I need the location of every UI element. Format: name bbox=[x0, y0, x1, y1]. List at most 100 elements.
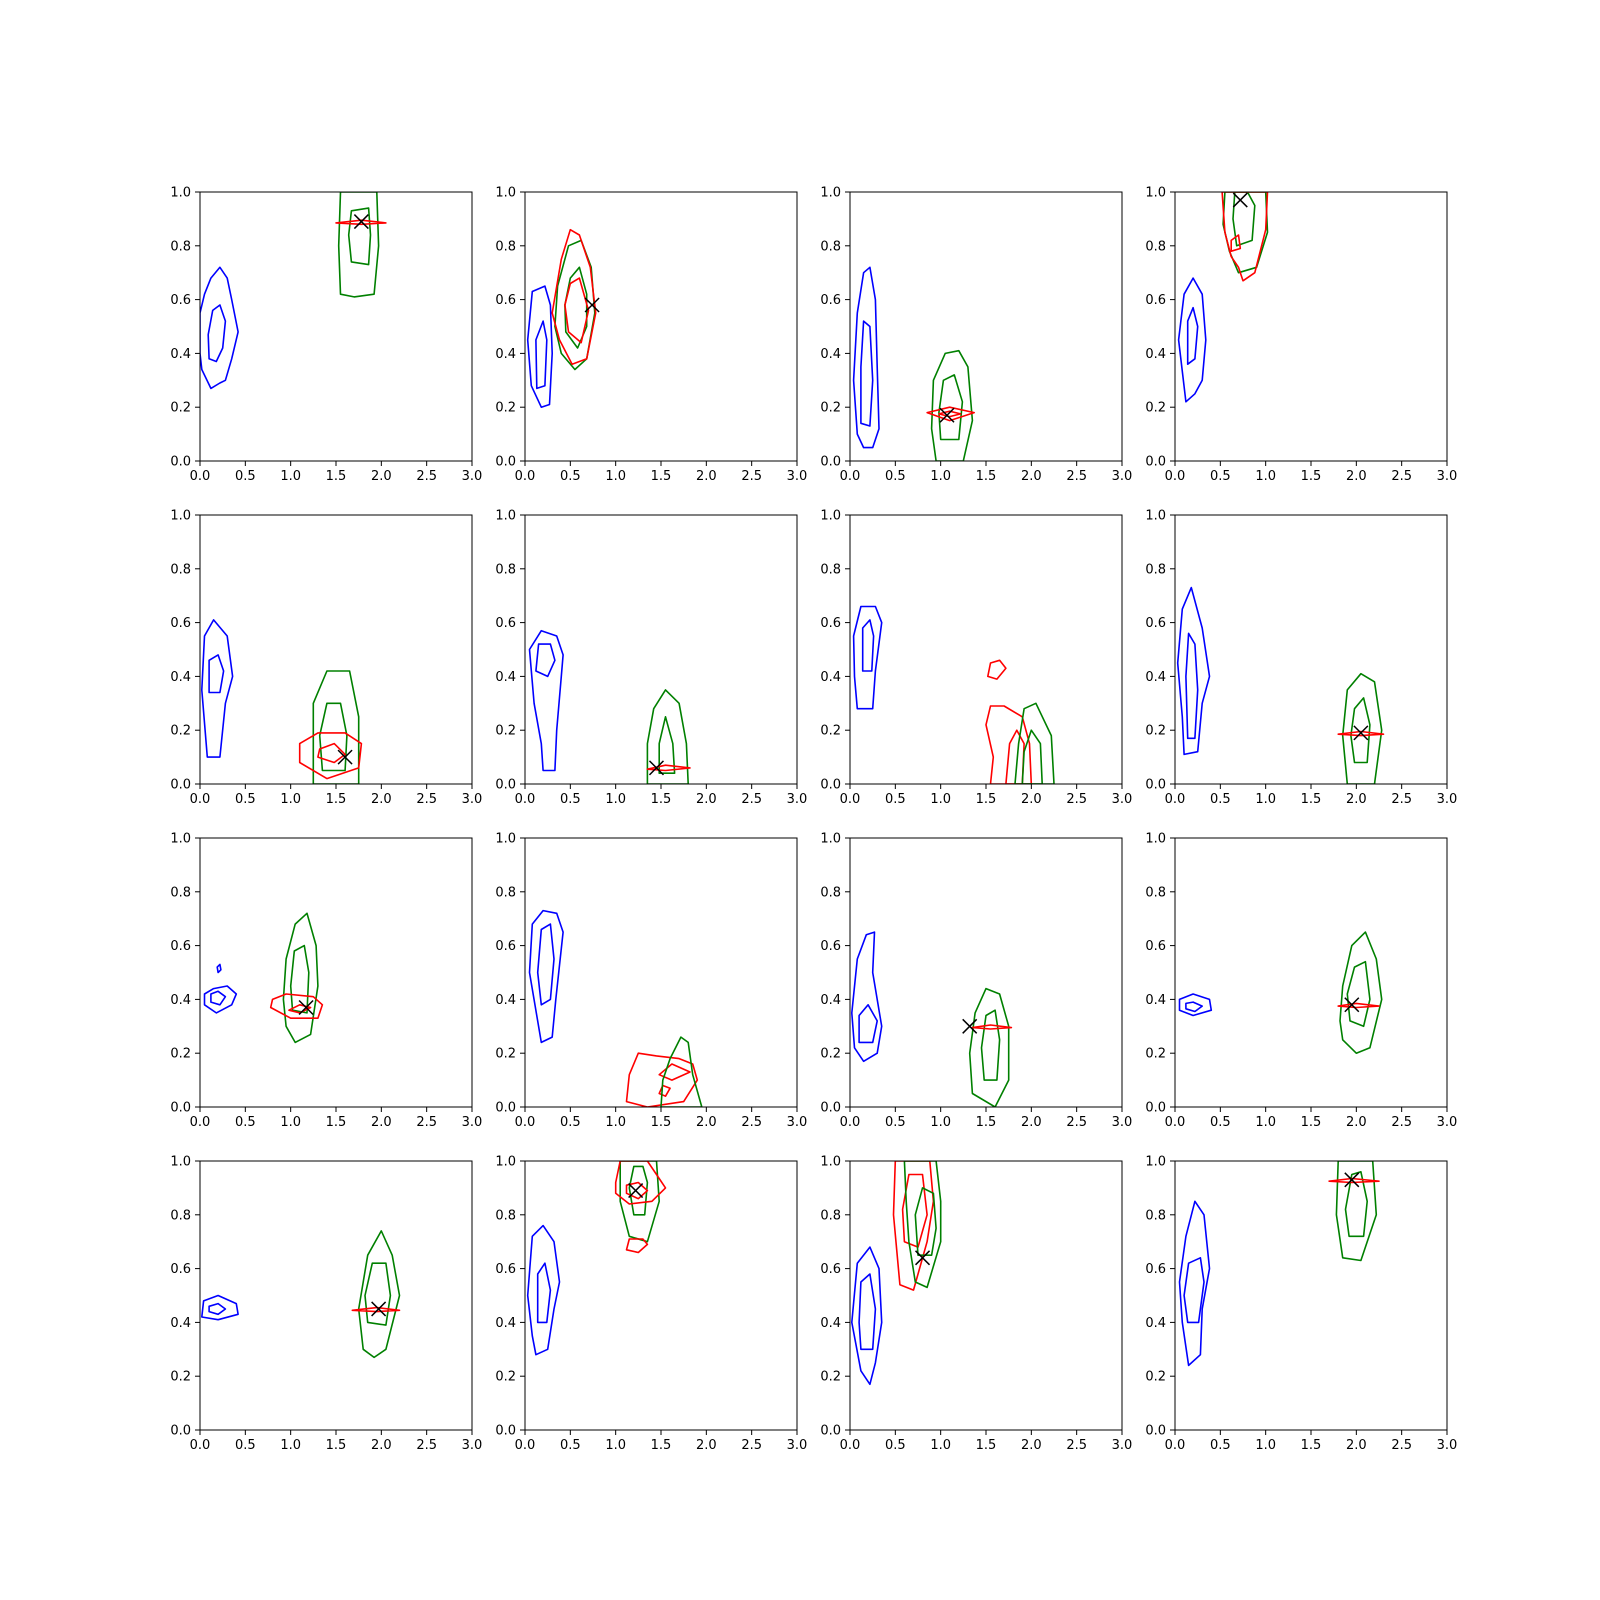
y-tick-label: 0.8 bbox=[1145, 1208, 1166, 1223]
subplot-8: 0.0 0.5 1.0 1.5 2.0 2.5 3.0 0.0 0.2 0.4 0.6 0.8 1.0 bbox=[1145, 509, 1457, 808]
x-tick-label: 1.0 bbox=[280, 469, 301, 484]
y-tick-label: 0.8 bbox=[495, 885, 516, 900]
blue-contour-1 bbox=[1178, 993, 1213, 1017]
x-tick-label: 2.5 bbox=[416, 469, 437, 484]
y-tick-label: 0.2 bbox=[1145, 1047, 1166, 1062]
x-tick-label: 2.5 bbox=[1391, 792, 1412, 807]
x-tick-label: 2.5 bbox=[1066, 1115, 1087, 1130]
x-tick-label: 2.0 bbox=[1021, 469, 1042, 484]
blue-contour-1 bbox=[201, 1294, 239, 1321]
y-tick-label: 0.0 bbox=[170, 455, 191, 470]
blue-contour-2 bbox=[860, 320, 874, 427]
x-tick-label: 2.5 bbox=[416, 1438, 437, 1453]
x-tick-label: 1.5 bbox=[976, 1115, 997, 1130]
green-contour-3 bbox=[646, 689, 689, 784]
y-tick-label: 0.6 bbox=[820, 1262, 841, 1277]
x-marker bbox=[1232, 192, 1248, 208]
y-tick-label: 1.0 bbox=[820, 1155, 841, 1170]
y-tick-label: 0.8 bbox=[170, 562, 191, 577]
green-contour-4 bbox=[980, 1009, 1001, 1081]
y-tick-label: 0.4 bbox=[1145, 993, 1166, 1008]
y-tick-label: 0.2 bbox=[495, 1047, 516, 1062]
axes-frame bbox=[1174, 514, 1448, 785]
x-tick-label: 2.5 bbox=[1391, 469, 1412, 484]
x-tick-label: 0.0 bbox=[840, 469, 861, 484]
x-marker bbox=[337, 749, 353, 765]
x-tick-label: 2.0 bbox=[1021, 1438, 1042, 1453]
blue-contour-1 bbox=[203, 985, 238, 1014]
red-contour-5 bbox=[971, 1024, 1013, 1030]
blue-contour-2 bbox=[1186, 306, 1199, 365]
x-tick-label: 0.0 bbox=[190, 1438, 211, 1453]
y-tick-label: 1.0 bbox=[1145, 1155, 1166, 1170]
y-tick-label: 0.2 bbox=[1145, 1370, 1166, 1385]
green-contour-6 bbox=[1014, 702, 1055, 784]
x-tick-label: 3.0 bbox=[787, 1115, 808, 1130]
y-tick-label: 0.6 bbox=[820, 616, 841, 631]
x-tick-label: 3.0 bbox=[1437, 1438, 1458, 1453]
subplot-1: 0.0 0.5 1.0 1.5 2.0 2.5 3.0 0.0 0.2 0.4 0.6 0.8 1.0 bbox=[170, 186, 482, 485]
subplot-2: 0.0 0.5 1.0 1.5 2.0 2.5 3.0 0.0 0.2 0.4 0.6 0.8 1.0 bbox=[495, 186, 807, 485]
x-tick-label: 3.0 bbox=[462, 1115, 483, 1130]
x-tick-label: 2.5 bbox=[741, 469, 762, 484]
x-tick-label: 1.0 bbox=[1255, 469, 1276, 484]
green-contour-3 bbox=[1341, 672, 1383, 784]
x-tick-label: 2.0 bbox=[371, 1438, 392, 1453]
x-tick-label: 1.5 bbox=[651, 1438, 672, 1453]
y-tick-label: 0.4 bbox=[170, 993, 191, 1008]
y-tick-label: 1.0 bbox=[170, 832, 191, 847]
x-tick-label: 1.0 bbox=[930, 469, 951, 484]
blue-contour-1 bbox=[851, 1246, 883, 1386]
green-contour-4 bbox=[628, 1165, 649, 1216]
x-tick-label: 1.5 bbox=[1301, 469, 1322, 484]
axes-frame bbox=[849, 514, 1123, 785]
y-tick-label: 1.0 bbox=[820, 509, 841, 524]
red-contour-3 bbox=[625, 1052, 699, 1107]
red-contour-5 bbox=[298, 732, 363, 780]
subplot-16: 0.0 0.5 1.0 1.5 2.0 2.5 3.0 0.0 0.2 0.4 0.6 0.8 1.0 bbox=[1145, 1155, 1457, 1454]
x-tick-label: 1.0 bbox=[605, 1115, 626, 1130]
x-tick-label: 2.5 bbox=[1391, 1438, 1412, 1453]
y-tick-label: 1.0 bbox=[495, 186, 516, 201]
y-tick-label: 0.0 bbox=[820, 1101, 841, 1116]
y-tick-label: 1.0 bbox=[495, 1155, 516, 1170]
red-contour-7 bbox=[288, 1004, 312, 1014]
y-tick-label: 0.0 bbox=[495, 1424, 516, 1439]
x-tick-label: 0.0 bbox=[840, 1438, 861, 1453]
y-tick-label: 0.4 bbox=[495, 1316, 516, 1331]
y-tick-label: 1.0 bbox=[1145, 186, 1166, 201]
y-tick-label: 0.0 bbox=[495, 455, 516, 470]
x-tick-label: 2.0 bbox=[1021, 792, 1042, 807]
x-tick-label: 1.5 bbox=[976, 1438, 997, 1453]
y-tick-label: 0.6 bbox=[170, 293, 191, 308]
y-tick-label: 0.6 bbox=[170, 1262, 191, 1277]
x-tick-label: 1.5 bbox=[326, 1438, 347, 1453]
green-contour-3 bbox=[312, 670, 360, 784]
y-tick-label: 0.8 bbox=[495, 1208, 516, 1223]
y-tick-label: 0.2 bbox=[495, 724, 516, 739]
x-tick-label: 2.0 bbox=[1346, 469, 1367, 484]
x-tick-label: 0.5 bbox=[235, 1438, 256, 1453]
x-tick-label: 3.0 bbox=[1112, 469, 1133, 484]
subplot-6: 0.0 0.5 1.0 1.5 2.0 2.5 3.0 0.0 0.2 0.4 0.6 0.8 1.0 bbox=[495, 509, 807, 808]
red-contour-5 bbox=[1337, 1002, 1380, 1009]
x-tick-label: 3.0 bbox=[1112, 792, 1133, 807]
y-tick-label: 0.0 bbox=[820, 455, 841, 470]
x-tick-label: 3.0 bbox=[1437, 792, 1458, 807]
subplot-4: 0.0 0.5 1.0 1.5 2.0 2.5 3.0 0.0 0.2 0.4 0.6 0.8 1.0 bbox=[1145, 186, 1457, 485]
subplot-14: 0.0 0.5 1.0 1.5 2.0 2.5 3.0 0.0 0.2 0.4 0.6 0.8 1.0 bbox=[495, 1155, 807, 1454]
x-marker bbox=[962, 1018, 978, 1034]
y-tick-label: 0.2 bbox=[170, 1047, 191, 1062]
blue-contour-2 bbox=[1185, 1001, 1203, 1013]
green-contour-4 bbox=[938, 374, 964, 441]
x-tick-label: 1.5 bbox=[1301, 792, 1322, 807]
blue-contour-1 bbox=[1178, 1200, 1211, 1367]
axes-frame bbox=[524, 1160, 798, 1431]
plot-area bbox=[851, 1161, 942, 1386]
subplot-15: 0.0 0.5 1.0 1.5 2.0 2.5 3.0 0.0 0.2 0.4 0.6 0.8 1.0 bbox=[820, 1155, 1132, 1454]
plot-area bbox=[1176, 586, 1385, 784]
x-tick-label: 2.5 bbox=[1066, 1438, 1087, 1453]
x-tick-label: 1.0 bbox=[605, 469, 626, 484]
blue-contour-2 bbox=[1185, 632, 1199, 740]
x-tick-label: 3.0 bbox=[787, 469, 808, 484]
